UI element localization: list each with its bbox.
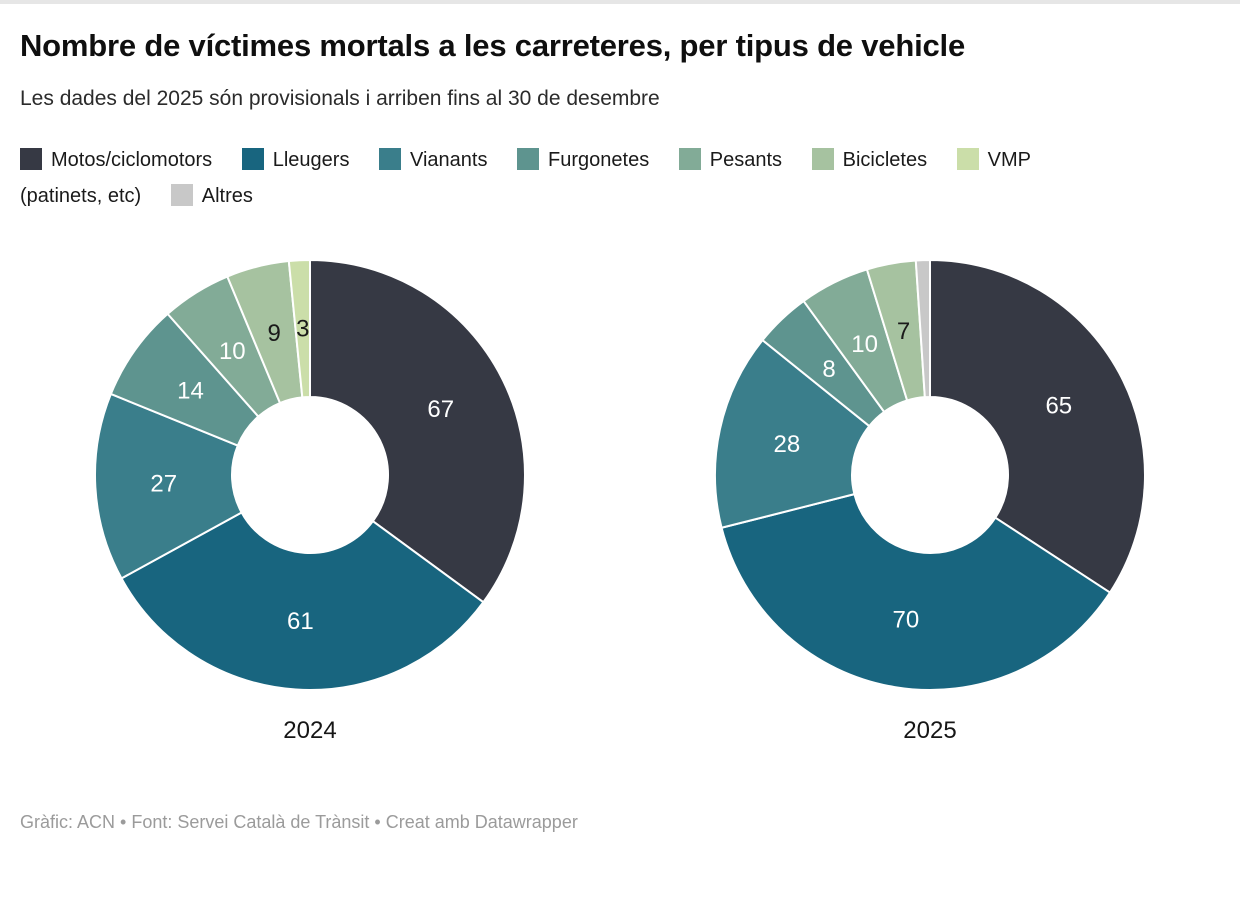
legend-swatch-icon [241,148,264,170]
slice-value-label: 28 [774,431,801,458]
footer-byline: Gràfic: ACN • Font: Servei Català de Trà… [20,812,578,832]
chart-year-label: 2024 [283,717,337,744]
slice-value-label: 27 [150,470,177,497]
legend-swatch-icon [517,148,540,170]
chart-subtitle: Les dades del 2025 són provisionals i ar… [20,87,660,110]
legend-label: Motos/ciclomotors [51,149,213,171]
legend-item-furgonetes: Furgonetes [517,148,650,171]
slice-value-label: 65 [1045,392,1072,419]
slice-value-label: 70 [893,607,920,634]
legend-label: Pesants [709,149,783,171]
slice-value-label: 61 [287,608,314,635]
top-divider [0,0,1240,4]
legend-item-lleugers: Lleugers [241,148,350,171]
legend-swatch-icon [20,148,42,170]
slice-vmp-2024[interactable] [287,259,311,399]
legend-label: Lleugers [272,149,350,171]
donut-chart-2024: 67 61 27 14 10 9 3 [93,259,526,691]
chart-2025: 65 70 28 8 10 7 2025 [620,250,1240,746]
slice-value-label: 14 [177,377,204,404]
slice-vianants-2024[interactable] [93,392,243,580]
slice-value-label: 67 [427,396,454,423]
legend-swatch-icon [678,148,701,170]
donut-chart-2025: 65 70 28 8 10 7 [714,259,1146,691]
slice-lleugers-2024[interactable] [120,511,485,691]
legend-swatch-icon [956,148,979,170]
legend-label: VMP (patinets, etc) [20,149,1031,207]
legend: Motos/ciclomotors Lleugers Vianants Furg… [20,142,1100,214]
slice-motos-ciclomotors-2025[interactable] [929,259,1146,594]
legend-item-pesants: Pesants [678,148,783,171]
legend-item-motos-ciclomotors: Motos/ciclomotors [20,148,213,171]
slice-value-label: 10 [219,338,246,365]
legend-label: Bicicletes [842,149,928,171]
chart-year-label: 2025 [903,717,957,744]
slice-value-label: 3 [296,316,309,343]
slice-value-label: 8 [822,356,835,383]
slice-value-label: 10 [851,331,878,358]
legend-swatch-icon [170,184,193,206]
charts-row: 67 61 27 14 10 9 3 2024 65 70 28 8 10 7 2025 [0,250,1240,746]
slice-value-label: 7 [897,318,910,345]
chart-title: Nombre de víctimes mortals a les carrete… [20,28,965,63]
slice-altres-2025[interactable] [914,259,931,399]
slice-motos-ciclomotors-2024[interactable] [309,259,526,604]
slice-lleugers-2025[interactable] [720,493,1111,691]
slice-value-label: 9 [268,320,281,347]
legend-label: Vianants [410,149,488,171]
chart-2024: 67 61 27 14 10 9 3 2024 [0,250,620,746]
legend-swatch-icon [379,148,401,170]
chart-page: Nombre de víctimes mortals a les carrete… [0,24,1240,834]
legend-item-bicicletes: Bicicletes [811,148,928,171]
legend-label: Altres [201,185,253,207]
legend-item-altres: Altres [170,184,253,207]
legend-item-vianants: Vianants [379,148,488,171]
legend-item-vmp: VMP (patinets, etc) [20,148,1031,207]
legend-swatch-icon [811,148,834,170]
legend-label: Furgonetes [548,149,650,171]
slice-vianants-2025[interactable] [714,339,871,529]
